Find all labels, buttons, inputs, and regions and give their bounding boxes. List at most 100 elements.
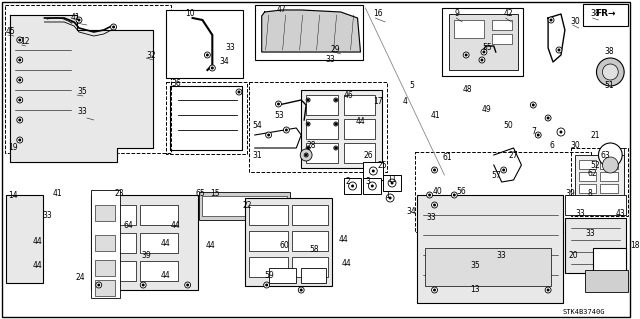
- Text: 64: 64: [124, 221, 133, 231]
- Circle shape: [267, 133, 270, 137]
- Bar: [166, 10, 243, 78]
- Bar: [6, 195, 44, 283]
- Circle shape: [602, 64, 618, 80]
- Text: 26: 26: [364, 152, 373, 160]
- Circle shape: [206, 54, 209, 56]
- Circle shape: [390, 182, 394, 184]
- Text: 52: 52: [591, 160, 600, 169]
- Circle shape: [17, 97, 22, 103]
- Bar: [585, 270, 628, 292]
- Circle shape: [265, 284, 268, 286]
- Circle shape: [96, 282, 102, 288]
- Bar: [301, 90, 382, 168]
- Polygon shape: [262, 10, 360, 52]
- Text: 44: 44: [33, 262, 42, 271]
- Text: 28: 28: [306, 140, 316, 150]
- Text: 33: 33: [225, 43, 235, 53]
- Circle shape: [237, 91, 241, 93]
- Circle shape: [372, 169, 375, 173]
- Bar: [249, 257, 289, 277]
- Bar: [95, 260, 115, 276]
- Circle shape: [306, 122, 310, 126]
- Bar: [565, 195, 626, 215]
- Text: 44: 44: [161, 271, 171, 280]
- Bar: [454, 20, 484, 38]
- Text: 39: 39: [141, 251, 151, 261]
- Text: 21: 21: [591, 130, 600, 139]
- Bar: [202, 196, 287, 216]
- Circle shape: [547, 288, 550, 292]
- Circle shape: [19, 58, 21, 62]
- Circle shape: [19, 118, 21, 122]
- Circle shape: [334, 122, 338, 126]
- Bar: [449, 14, 518, 70]
- Bar: [91, 190, 120, 298]
- Circle shape: [77, 19, 81, 21]
- Text: FR→: FR→: [595, 10, 616, 19]
- Bar: [344, 143, 375, 163]
- Bar: [140, 261, 178, 281]
- Text: 8: 8: [588, 189, 593, 197]
- Text: 7: 7: [531, 128, 536, 137]
- Bar: [292, 205, 328, 225]
- Circle shape: [531, 102, 536, 108]
- Text: 33: 33: [586, 228, 595, 238]
- Circle shape: [307, 99, 310, 101]
- Circle shape: [17, 77, 22, 83]
- Text: 11: 11: [387, 174, 397, 183]
- Bar: [565, 218, 626, 273]
- Circle shape: [300, 288, 303, 292]
- Circle shape: [351, 184, 354, 188]
- Circle shape: [285, 129, 288, 131]
- Circle shape: [304, 153, 308, 157]
- Circle shape: [535, 132, 541, 138]
- Circle shape: [97, 284, 100, 286]
- Circle shape: [334, 146, 337, 150]
- Text: 20: 20: [569, 251, 579, 261]
- Bar: [95, 235, 115, 251]
- Text: 55: 55: [482, 43, 492, 53]
- Bar: [415, 152, 591, 232]
- Text: 33: 33: [42, 211, 52, 220]
- Text: 24: 24: [75, 273, 84, 283]
- Text: 56: 56: [456, 188, 466, 197]
- Circle shape: [481, 58, 483, 62]
- Bar: [166, 82, 247, 154]
- Circle shape: [451, 192, 457, 198]
- Text: 48: 48: [462, 85, 472, 94]
- Text: 47: 47: [276, 5, 286, 14]
- Circle shape: [334, 99, 337, 101]
- Text: 4: 4: [403, 98, 408, 107]
- Bar: [91, 195, 198, 290]
- Circle shape: [204, 52, 211, 58]
- Text: 44: 44: [342, 258, 351, 268]
- Text: 2: 2: [346, 177, 351, 187]
- Text: 38: 38: [604, 48, 614, 56]
- Text: 49: 49: [482, 106, 492, 115]
- Text: 44: 44: [356, 117, 365, 127]
- Text: 12: 12: [20, 38, 29, 47]
- Text: 27: 27: [509, 152, 518, 160]
- Bar: [344, 95, 375, 115]
- Circle shape: [431, 202, 438, 208]
- Bar: [292, 257, 328, 277]
- Text: 41: 41: [52, 189, 62, 197]
- Circle shape: [307, 122, 310, 125]
- Circle shape: [537, 133, 540, 137]
- Circle shape: [557, 48, 561, 51]
- Text: 39: 39: [566, 189, 575, 197]
- Circle shape: [284, 127, 289, 133]
- Text: 50: 50: [504, 122, 513, 130]
- Circle shape: [17, 57, 22, 63]
- Circle shape: [277, 102, 280, 106]
- Text: 14: 14: [8, 191, 17, 201]
- Text: 33: 33: [77, 108, 87, 116]
- Text: 15: 15: [211, 189, 220, 197]
- Text: 65: 65: [196, 189, 205, 197]
- Bar: [306, 95, 338, 115]
- Text: 57: 57: [492, 172, 502, 181]
- Text: 22: 22: [243, 202, 252, 211]
- Circle shape: [306, 146, 310, 150]
- Circle shape: [463, 52, 469, 58]
- Text: 61: 61: [442, 153, 452, 162]
